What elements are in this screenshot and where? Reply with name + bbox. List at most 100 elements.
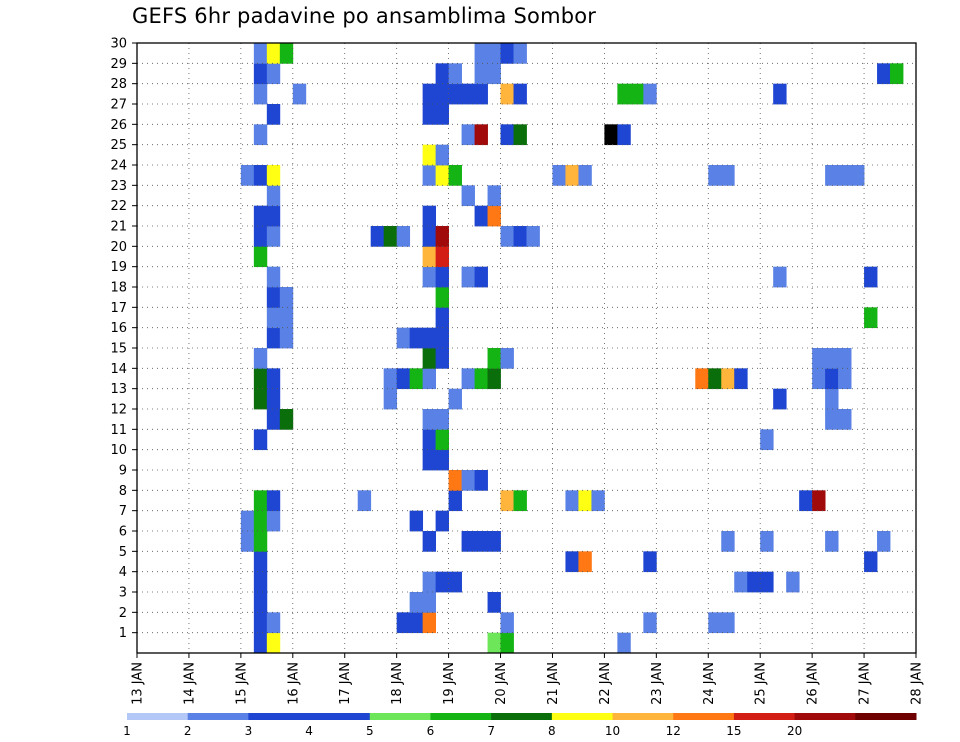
heatmap-cell [825,388,839,410]
heatmap-cell [292,83,307,105]
heatmap-cell [487,632,501,654]
heatmap-cell [448,470,462,491]
heatmap-cell [825,348,839,369]
y-tick-label: 6 [119,525,127,540]
x-tick-label: 17 JAN [338,662,353,705]
heatmap-cell [253,205,268,227]
heatmap-cell [552,165,566,186]
heatmap-cell [851,165,865,186]
legend-label: 1 [123,724,131,738]
y-tick-label: 17 [110,301,127,316]
heatmap-cell [695,368,709,390]
heatmap-cell [747,571,761,593]
x-tick-label: 20 JAN [494,662,509,705]
heatmap-cell [461,531,475,552]
heatmap-cell [773,388,787,410]
y-tick-label: 28 [110,77,127,92]
heatmap-cell [422,226,437,247]
heatmap-cell [591,490,605,512]
y-tick-label: 3 [119,586,127,601]
heatmap-cell [812,490,826,512]
legend-label: 20 [787,724,802,738]
heatmap-cell [448,63,462,85]
heatmap-cell [266,287,281,308]
heatmap-cell [266,388,281,410]
heatmap-cell [240,531,255,552]
heatmap-cell [422,104,437,125]
heatmap-cell [383,388,398,410]
heatmap-cell [279,43,294,64]
heatmap-cell [435,348,449,369]
heatmap-cell [253,83,268,105]
heatmap-cell [383,368,398,390]
heatmap-cell [487,43,501,64]
heatmap-cell [643,83,657,105]
heatmap-cell [474,470,488,491]
heatmap-cell [253,592,268,613]
heatmap-cell [799,490,813,512]
x-tick-label: 23 JAN [650,662,665,705]
heatmap-cell [448,490,462,512]
heatmap-cell [266,266,281,288]
y-tick-label: 18 [110,281,127,296]
heatmap-cell [708,612,722,634]
legend-swatch [551,713,614,720]
heatmap-cell [279,409,294,430]
y-tick-label: 8 [119,484,127,499]
heatmap-cell [500,43,514,64]
heatmap-cell [409,327,424,349]
heatmap-cell [838,165,852,186]
y-tick-label: 25 [110,138,127,153]
heatmap-cell [383,226,398,247]
heatmap-cells [240,43,904,654]
heatmap-cell [422,429,437,451]
y-tick-label: 20 [110,240,127,255]
heatmap-cell [474,43,488,64]
heatmap-cell [435,327,449,349]
heatmap-cell [565,490,579,512]
heatmap-cell [474,205,488,227]
heatmap-cell [474,124,488,146]
legend-label: 10 [605,724,620,738]
y-tick-label: 14 [110,362,127,377]
heatmap-cell [760,429,774,451]
x-tick-label: 15 JAN [234,662,249,705]
heatmap-cell [513,83,527,105]
heatmap-cell [864,266,878,288]
heatmap-cell [435,144,449,166]
heatmap-cell [409,612,424,634]
heatmap-cell [825,531,839,552]
heatmap-cell [721,612,735,634]
heatmap-cell [435,63,449,85]
x-tick-label: 25 JAN [754,662,769,705]
heatmap-cell [500,612,514,634]
heatmap-cell [435,226,449,247]
heatmap-cell [487,63,501,85]
x-tick-label: 22 JAN [598,662,613,705]
heatmap-cell [253,246,268,268]
heatmap-cell [409,592,424,613]
legend-swatch [187,713,249,720]
heatmap-cell [760,531,774,552]
legend-label: 15 [726,724,741,738]
heatmap-cell [617,124,631,146]
heatmap-cell [643,551,657,573]
legend-label: 12 [666,724,681,738]
y-tick-label: 16 [110,321,127,336]
heatmap-cell [578,551,592,573]
legend-swatch [127,713,189,720]
heatmap-cell [500,348,514,369]
legend-label: 6 [427,724,435,738]
heatmap-cell [253,612,268,634]
heatmap-cell [500,124,514,146]
heatmap-cell [253,388,268,410]
legend-swatch [369,713,431,720]
y-tick-label: 5 [119,545,127,560]
heatmap-cell [565,551,579,573]
heatmap-cell [435,104,449,125]
heatmap-cell [266,63,281,85]
heatmap-cell [630,83,644,105]
heatmap-cell [760,571,774,593]
x-tick-label: 16 JAN [286,662,301,705]
x-tick-label: 28 JAN [910,662,925,705]
